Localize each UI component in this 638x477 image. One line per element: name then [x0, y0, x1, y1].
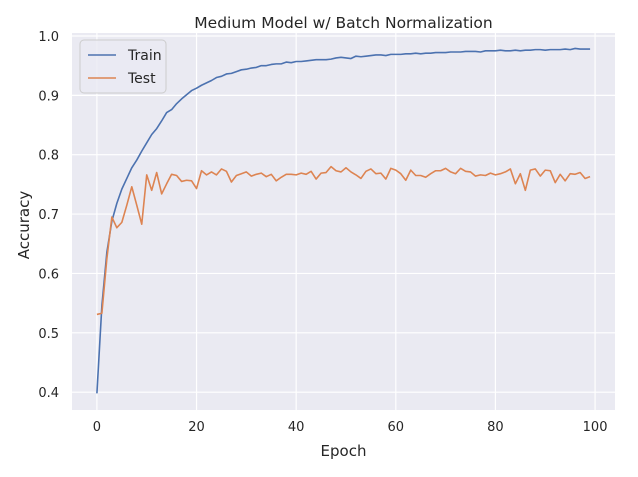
legend: Train Test [79, 39, 167, 94]
series-line-train [96, 47, 591, 394]
chart-title: Medium Model w/ Batch Normalization [194, 14, 492, 32]
legend-label-train: Train [127, 48, 162, 64]
x-tick-label: 60 [388, 420, 405, 435]
x-tick-label: 0 [93, 420, 101, 435]
y-tick-label: 0.5 [38, 327, 59, 342]
x-tick-label: 40 [288, 420, 305, 435]
y-tick-label: 0.7 [38, 208, 59, 223]
x-tick-label: 20 [188, 420, 205, 435]
series-layer [96, 47, 591, 394]
x-tick-labels: 0 20 40 60 80 100 [93, 420, 608, 435]
series-line-test [96, 165, 591, 316]
y-tick-label: 0.6 [38, 267, 59, 282]
y-axis-title: Accuracy [15, 191, 33, 260]
y-tick-label: 1.0 [38, 30, 59, 45]
legend-label-test: Test [127, 71, 156, 87]
legend-box [79, 39, 167, 94]
y-tick-labels: 0.4 0.5 0.6 0.7 0.8 0.9 1.0 [38, 30, 59, 401]
y-gridlines [72, 35, 615, 393]
x-axis-title: Epoch [321, 442, 367, 460]
x-tick-label: 80 [487, 420, 504, 435]
y-tick-label: 0.4 [38, 386, 59, 401]
y-tick-label: 0.9 [38, 89, 59, 104]
x-tick-label: 100 [583, 420, 608, 435]
y-tick-label: 0.8 [38, 149, 59, 164]
